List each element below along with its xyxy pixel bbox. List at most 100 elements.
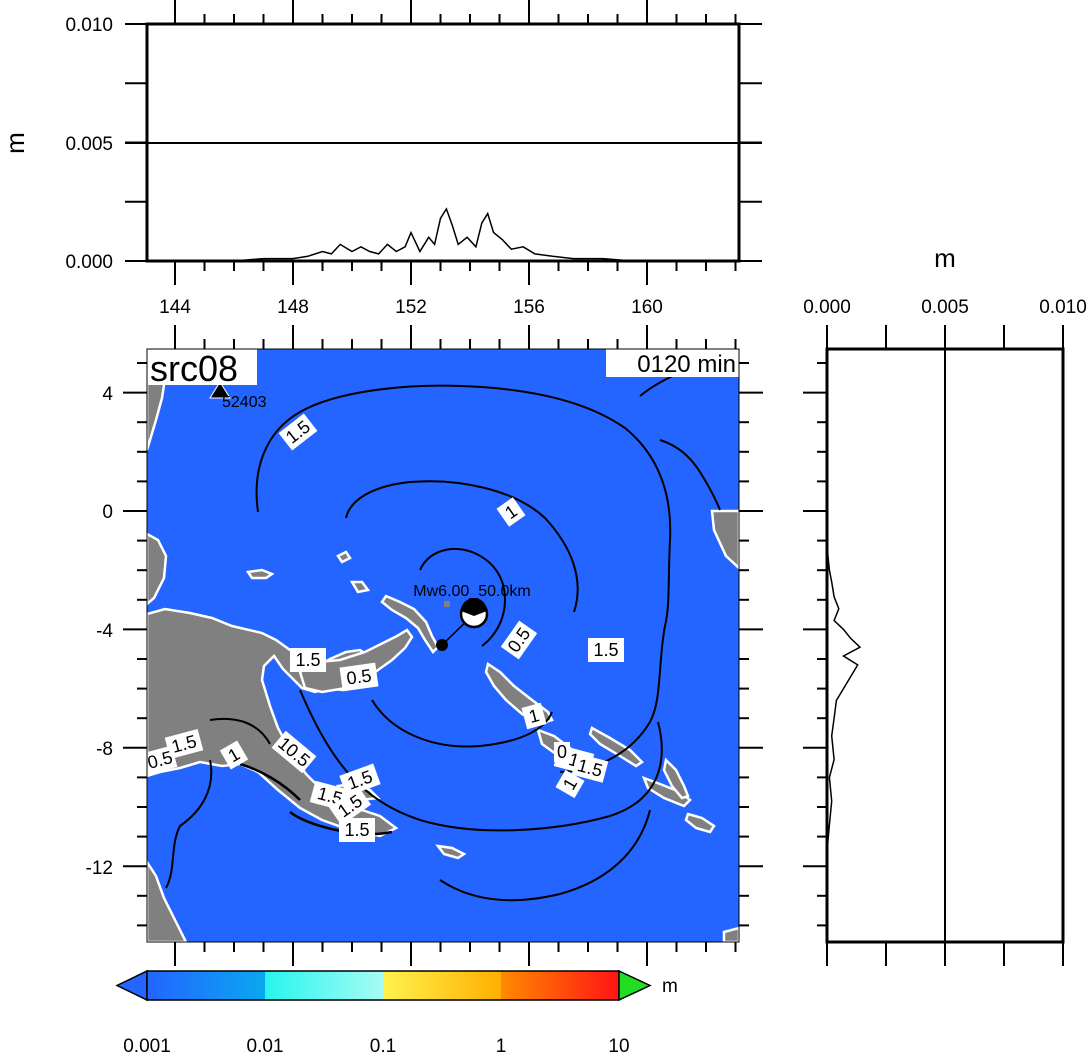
map-tick-marks [123,325,763,966]
coast-png-north [239,762,301,801]
focal-mechanism-compressional [461,598,487,616]
contour-label: 0 [554,742,570,762]
epicentre-square [444,601,450,607]
colorbar-over-triangle [618,969,652,1002]
top-y-tick-labels: 0.010 0.005 0.000 [65,15,113,273]
top-x-tick-label: 144 [159,297,191,318]
contour-outer-south [299,689,663,832]
land-west-edge [147,532,168,606]
contour-left-bay [209,717,271,745]
colorbar-tick-label: 1 [496,1036,507,1057]
side-panel: m 0.000 0.005 0.010 [803,243,1087,966]
land-bismarck-3 [349,580,371,594]
colorbar-segment-1 [265,971,383,1000]
svg-text:1.5: 1.5 [295,650,320,670]
contour-1-mid [345,480,579,613]
map-title: src08 [147,348,257,389]
contour-label: 1 [219,740,249,770]
map-y-tick-labels: 4 0 -4 -8 -12 [86,384,114,879]
contour-label: 1 [496,497,526,527]
colorbar-tick-labels: 0.001 0.01 0.1 1 10 [123,1036,629,1057]
top-x-tick-label: 156 [513,297,545,318]
contour-1.5-outer [255,384,672,773]
land-solomon-4 [662,757,690,800]
top-x-tick-labels: 144 148 152 156 160 [159,297,663,318]
contour-label: 1.5 [290,648,326,672]
time-label-text: 0120 min [637,351,736,378]
contour-label: 0.5 [147,745,178,775]
side-plot-frame [825,347,1065,944]
colorbar-unit: m [662,976,678,997]
top-panel: m 0.010 0.005 0.000 144 148 152 156 160 [0,0,762,318]
contour-south [371,699,553,748]
colorbar-under-triangle [115,969,148,1002]
colorbar-segment-0 [147,971,265,1000]
contour-label: 1 [555,769,585,799]
map-panel: 1.5 1 0.5 1.5 1.5 0.5 1 1.5 0.5 1 10.5 1… [86,325,763,966]
map-y-tick-label: -4 [96,621,113,642]
map-y-tick-label: -8 [96,739,113,760]
contour-label: 0.5 [339,662,379,692]
fault-trace: Mw6.00_50.0km [413,583,531,651]
contour-label: 1.5 [588,638,624,662]
event-label: Mw6.00_50.0km [413,583,530,600]
land-new-ireland [380,594,440,654]
top-y-tick-label: 0.005 [65,134,113,155]
top-plot-frame [145,22,741,263]
colorbar-segment-3 [501,971,619,1000]
svg-text:1: 1 [527,705,542,727]
land-new-britain [298,628,414,694]
map-title-text: src08 [150,348,238,389]
svg-text:1.5: 1.5 [593,640,618,660]
side-tick-marks [803,325,1064,966]
top-x-tick-label: 148 [277,297,309,318]
colorbar: m 0.001 0.01 0.1 1 10 [115,969,678,1057]
side-xlabel: m [934,243,956,273]
land-bismarck-2 [336,550,352,564]
side-x-tick-labels: 0.000 0.005 0.010 [803,297,1087,318]
svg-text:1.5: 1.5 [344,820,369,840]
land-bismarck-1 [245,568,275,580]
fault-end-marker [436,639,448,651]
map-y-tick-label: 4 [102,384,113,405]
colorbar-segment-2 [383,971,501,1000]
top-tick-marks [125,0,762,285]
map-y-tick-label: -12 [86,858,113,879]
top-ylabel: m [0,132,30,154]
land-solomon-2 [588,726,644,768]
side-series-line [826,546,862,852]
land-east-corner [710,509,739,570]
contour-east-coast [659,439,721,511]
contour-far-south [439,809,651,902]
map-frame [146,348,740,943]
land-australia-tip [147,859,188,942]
station-label: 52403 [222,394,267,411]
contour-label: 1.5 [571,753,609,783]
contour-labels: 1.5 1 0.5 1.5 1.5 0.5 1 1.5 0.5 1 10.5 1… [147,413,624,842]
land-louisiade [435,844,467,860]
station: 52403 [209,381,267,411]
contour-label: 1.5 [164,728,204,760]
station-triangle-icon [209,381,231,399]
contour-0.5-inner [419,547,507,647]
svg-text:0.5: 0.5 [345,665,373,688]
colorbar-tick-label: 0.1 [370,1036,396,1057]
contour-southwest [165,759,213,889]
map-y-tick-label: 0 [102,502,113,523]
contour-label: 1.5 [339,818,375,842]
top-x-tick-label: 152 [395,297,427,318]
contour-lines [165,353,739,902]
colorbar-tick-label: 10 [608,1036,629,1057]
side-x-tick-label: 0.000 [803,297,851,318]
land-solomon-5 [684,812,716,834]
top-series-line [151,207,736,262]
colorbar-tick-label: 0.01 [247,1036,284,1057]
top-y-tick-label: 0.010 [65,15,113,36]
land-small-southeast [722,926,739,942]
side-x-tick-label: 0.005 [921,297,969,318]
top-y-tick-label: 0.000 [65,252,113,273]
time-label: 0120 min [606,349,739,378]
side-x-tick-label: 0.010 [1039,297,1087,318]
svg-text:0: 0 [557,742,567,762]
